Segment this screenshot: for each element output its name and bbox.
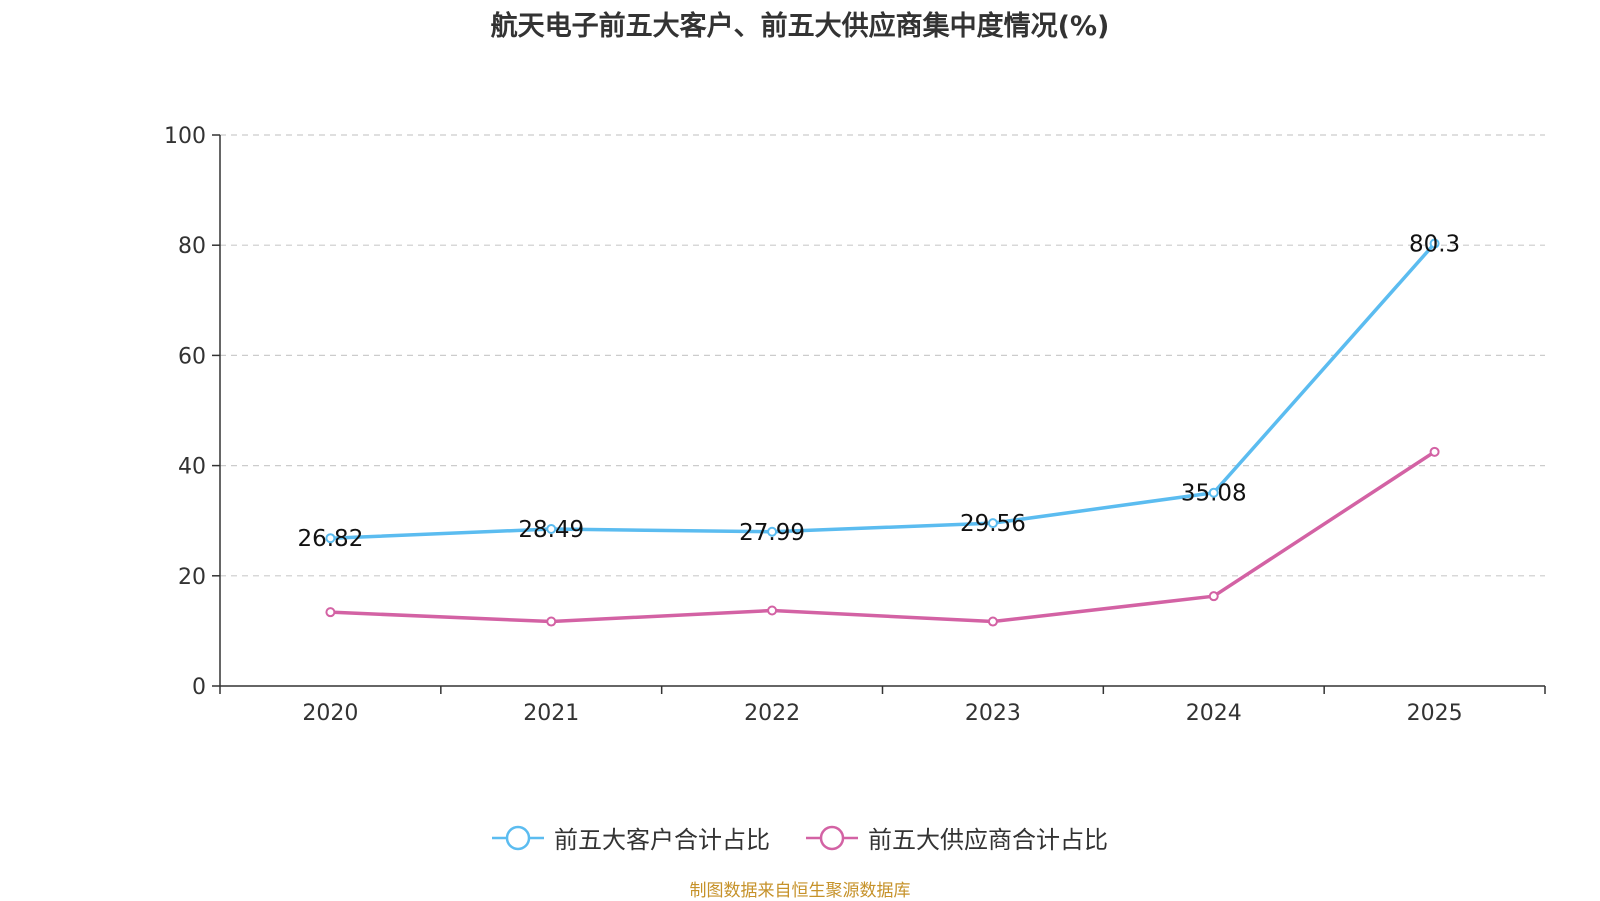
data-points	[325, 238, 1440, 627]
legend-label-suppliers: 前五大供应商合计占比	[868, 826, 1108, 854]
x-tick-label: 2020	[302, 701, 358, 726]
series-lines	[330, 242, 1436, 624]
x-tick-label: 2021	[523, 701, 579, 726]
legend-line-circle-icon	[806, 825, 858, 850]
data-label: 29.56	[960, 511, 1026, 537]
data-label: 80.3	[1409, 232, 1460, 258]
data-point	[1429, 446, 1440, 457]
data-point	[1208, 591, 1219, 602]
legend-item-suppliers[interactable]: 前五大供应商合计占比	[806, 820, 1108, 855]
legend: 前五大客户合计占比 前五大供应商合计占比	[0, 820, 1600, 855]
x-tick-label: 2022	[744, 701, 800, 726]
data-point	[1208, 487, 1219, 498]
data-label: 26.82	[297, 526, 363, 552]
data-label: 28.49	[518, 517, 584, 543]
y-tick-label: 100	[164, 124, 206, 149]
x-tick-label: 2023	[965, 701, 1021, 726]
data-point	[767, 605, 778, 616]
y-tick-label: 40	[178, 455, 206, 480]
data-point	[987, 518, 998, 529]
source-note: 制图数据来自恒生聚源数据库	[689, 881, 911, 901]
data-point	[767, 526, 778, 537]
series-line-0	[330, 242, 1436, 540]
y-tick-label: 20	[178, 565, 206, 590]
data-point	[1429, 238, 1440, 249]
y-tick-label: 80	[178, 234, 206, 259]
data-point	[546, 616, 557, 627]
data-label: 35.08	[1181, 481, 1247, 507]
data-labels: 26.82 28.49 27.99 29.56 35.08 80.3	[297, 232, 1460, 553]
data-point	[546, 524, 557, 535]
chart-title: 航天电子前五大客户、前五大供应商集中度情况(%)	[490, 11, 1110, 42]
legend-label-customers: 前五大客户合计占比	[554, 826, 770, 854]
gridlines	[220, 134, 1545, 577]
y-tick-label: 60	[178, 344, 206, 369]
y-tick-label: 0	[192, 675, 206, 700]
legend-item-customers[interactable]: 前五大客户合计占比	[492, 820, 770, 855]
x-tick-label: 2025	[1407, 701, 1463, 726]
axes: 0 20 40 60 80 100 2020 2021 2022 2023 2024 2025	[164, 124, 1546, 726]
data-point	[987, 616, 998, 627]
legend-line-circle-icon	[492, 825, 544, 850]
data-point	[325, 533, 336, 544]
data-point	[325, 607, 336, 618]
x-tick-label: 2024	[1186, 701, 1242, 726]
data-label: 27.99	[739, 520, 805, 546]
series-line-1	[330, 450, 1436, 624]
